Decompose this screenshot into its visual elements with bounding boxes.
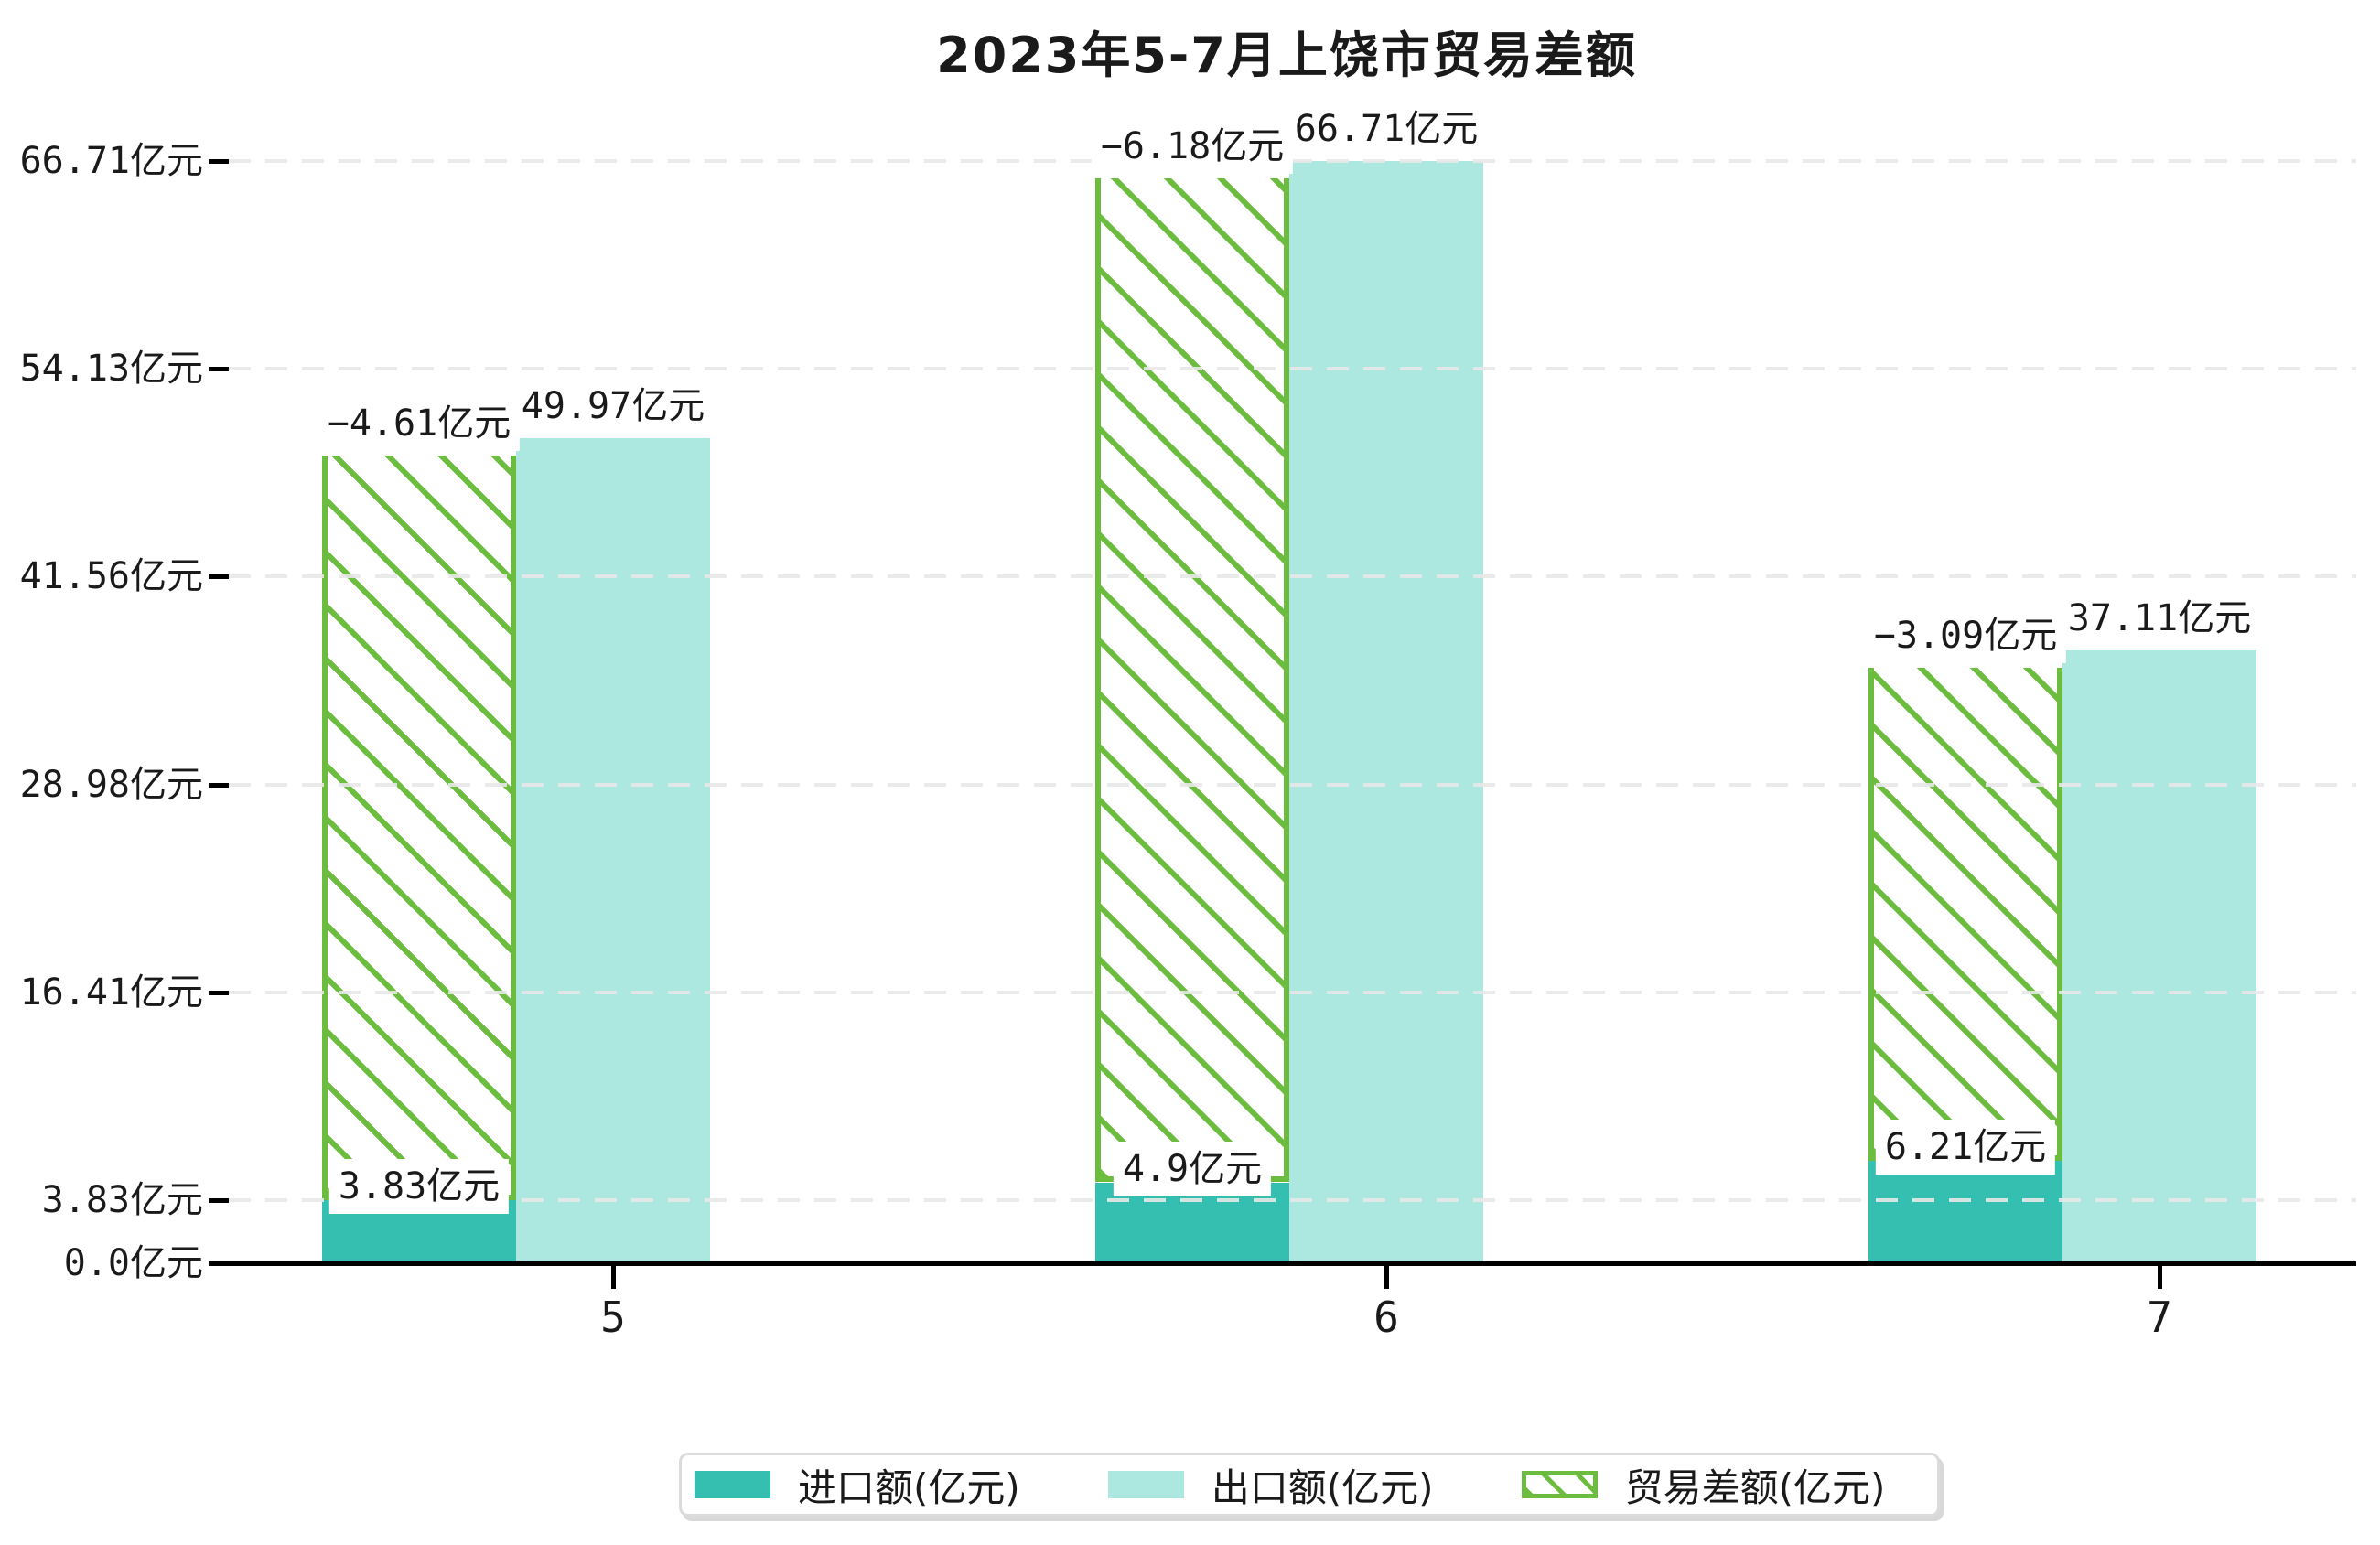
import-bar-label: 6.21亿元 bbox=[1875, 1119, 2056, 1175]
y-tick-label: 28.98亿元 bbox=[19, 763, 203, 806]
balance-bar bbox=[1868, 667, 2062, 1161]
y-axis-tick bbox=[209, 1197, 229, 1203]
y-axis-tick bbox=[209, 367, 229, 372]
import-bar bbox=[1868, 1160, 2062, 1265]
y-tick-label: 41.56亿元 bbox=[19, 555, 203, 598]
gridline bbox=[229, 367, 2356, 371]
import-bar-label: 3.83亿元 bbox=[328, 1158, 510, 1214]
y-tick-label: 66.71亿元 bbox=[19, 140, 203, 183]
balance-bar bbox=[322, 455, 516, 1200]
legend-entry-export: 出口额(亿元) bbox=[1107, 1457, 1434, 1513]
export-bar bbox=[516, 437, 710, 1265]
x-axis-line bbox=[229, 1261, 2356, 1266]
legend-label-export: 出口额(亿元) bbox=[1211, 1465, 1434, 1510]
gridline bbox=[229, 574, 2356, 579]
export-bar bbox=[1289, 161, 1483, 1265]
legend: 进口额(亿元) 出口额(亿元) 贸易差额(亿元) bbox=[679, 1453, 1940, 1517]
export-bar-label: 49.97亿元 bbox=[512, 378, 715, 434]
balance-bar-label: −4.61亿元 bbox=[318, 395, 521, 451]
balance-bar bbox=[1095, 178, 1289, 1183]
y-axis-tick bbox=[209, 990, 229, 995]
import-bar-label: 4.9亿元 bbox=[1113, 1141, 1272, 1196]
x-tick-label: 7 bbox=[2147, 1293, 2172, 1342]
legend-entry-balance: 贸易差额(亿元) bbox=[1521, 1457, 1886, 1513]
export-bar bbox=[2062, 649, 2256, 1265]
import-bar bbox=[1095, 1182, 1289, 1265]
x-tick-label: 5 bbox=[600, 1293, 626, 1342]
export-swatch-icon bbox=[1107, 1471, 1184, 1498]
balance-hatch-swatch-icon bbox=[1521, 1471, 1598, 1498]
legend-entry-import: 进口额(亿元) bbox=[695, 1457, 1020, 1513]
gridline bbox=[229, 1197, 2356, 1202]
balance-bar-label: −6.18亿元 bbox=[1091, 119, 1294, 175]
x-tick-label: 6 bbox=[1373, 1293, 1399, 1342]
y-axis-tick bbox=[209, 574, 229, 580]
y-axis-tick bbox=[209, 782, 229, 788]
legend-label-import: 进口额(亿元) bbox=[798, 1465, 1020, 1510]
gridline bbox=[229, 782, 2356, 787]
balance-bar-label: −3.09亿元 bbox=[1864, 607, 2067, 663]
export-bar-label: 37.11亿元 bbox=[2058, 590, 2261, 646]
x-axis-tick bbox=[2158, 1265, 2162, 1289]
y-tick-label: 16.41亿元 bbox=[19, 971, 203, 1014]
y-tick-label: 3.83亿元 bbox=[41, 1178, 203, 1221]
y-axis-tick bbox=[209, 1261, 229, 1266]
y-tick-label: 54.13亿元 bbox=[19, 348, 203, 391]
import-swatch-icon bbox=[695, 1471, 770, 1498]
gridline bbox=[229, 990, 2356, 994]
x-axis-tick bbox=[1384, 1265, 1389, 1289]
y-tick-label: 0.0亿元 bbox=[63, 1242, 203, 1284]
y-axis-tick bbox=[209, 159, 229, 165]
legend-label-balance: 贸易差额(亿元) bbox=[1624, 1465, 1886, 1510]
chart-title: 2023年5-7月上饶市贸易差额 bbox=[936, 27, 1637, 84]
x-axis-tick bbox=[611, 1265, 616, 1289]
export-bar-label: 66.71亿元 bbox=[1285, 102, 1488, 157]
